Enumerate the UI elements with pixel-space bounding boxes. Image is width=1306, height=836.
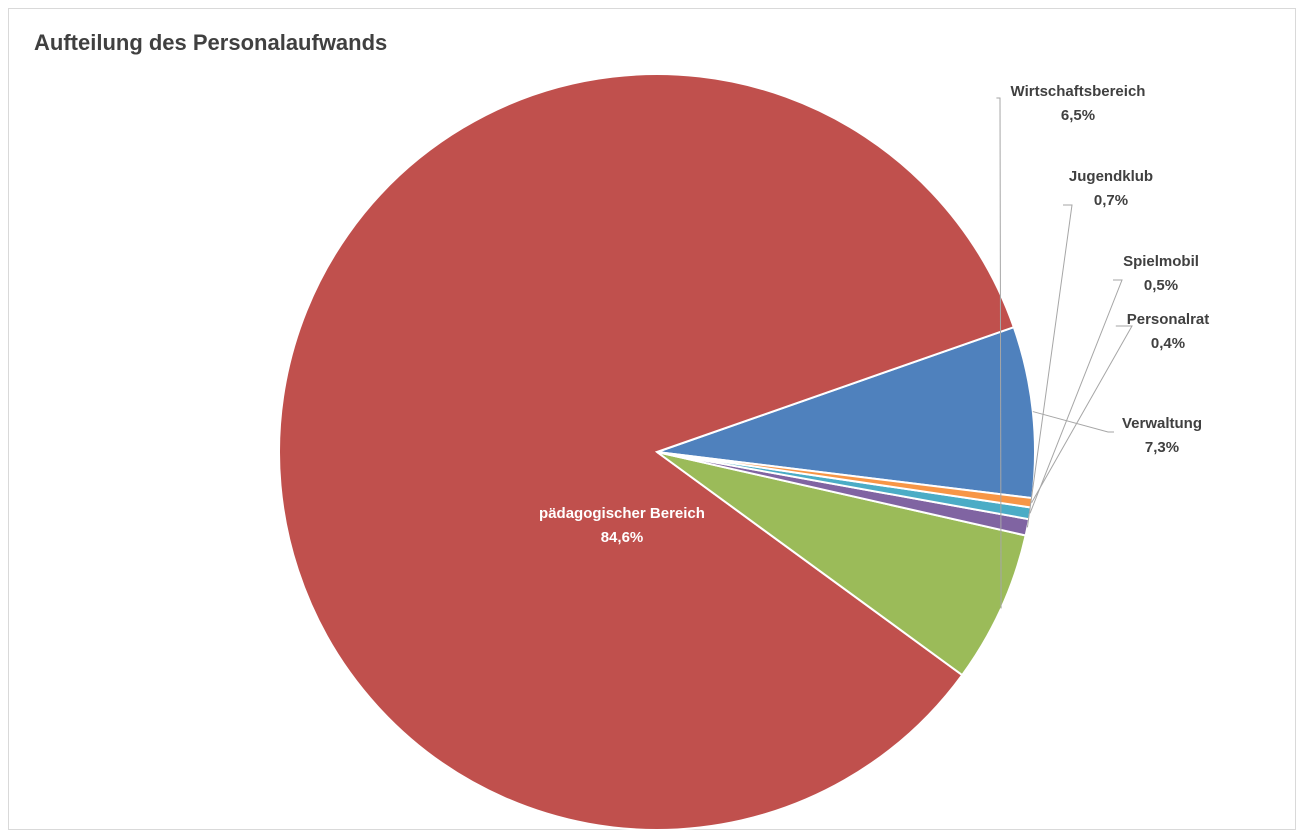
leader-lines (996, 97, 1133, 609)
leader-line (1031, 325, 1133, 504)
data-label-value: 0,7% (1094, 192, 1128, 209)
pie-slice-pädagogischer-bereich (278, 73, 1016, 831)
data-label-value: 0,4% (1151, 335, 1185, 352)
data-label-category: Jugendklub (1069, 168, 1153, 185)
leader-line (1029, 279, 1123, 514)
data-label-value: 84,6% (601, 529, 644, 546)
data-label-category: pädagogischer Bereich (539, 505, 705, 522)
leader-line (996, 97, 1002, 609)
data-label-category: Personalrat (1127, 311, 1210, 328)
data-label-value: 6,5% (1061, 107, 1095, 124)
leader-line (1032, 411, 1114, 433)
data-label-category: Wirtschaftsbereich (1011, 83, 1146, 100)
chart-title: Aufteilung des Personalaufwands (34, 30, 388, 55)
data-label-value: 7,3% (1145, 439, 1179, 456)
data-label-category: Spielmobil (1123, 253, 1199, 270)
pie-slices (278, 73, 1036, 831)
leader-line (1026, 204, 1073, 528)
data-label-value: 0,5% (1144, 277, 1178, 294)
data-label-category: Verwaltung (1122, 415, 1202, 432)
data-labels: Verwaltung 7,3% pädagogischer Bereich 84,6%… (539, 83, 1209, 546)
